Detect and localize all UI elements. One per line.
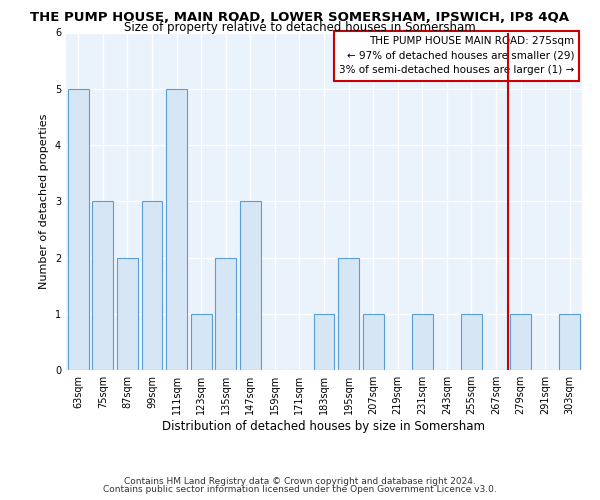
Text: THE PUMP HOUSE MAIN ROAD: 275sqm
← 97% of detached houses are smaller (29)
3% of: THE PUMP HOUSE MAIN ROAD: 275sqm ← 97% o… [339, 36, 574, 76]
Bar [338, 258, 359, 370]
Bar [314, 314, 334, 370]
Bar [92, 201, 113, 370]
Bar [142, 201, 163, 370]
Text: Size of property relative to detached houses in Somersham: Size of property relative to detached ho… [124, 21, 476, 34]
Bar [191, 314, 212, 370]
Bar [362, 314, 383, 370]
X-axis label: Distribution of detached houses by size in Somersham: Distribution of detached houses by size … [163, 420, 485, 433]
Bar [510, 314, 531, 370]
Bar [559, 314, 580, 370]
Text: Contains HM Land Registry data © Crown copyright and database right 2024.: Contains HM Land Registry data © Crown c… [124, 478, 476, 486]
Text: THE PUMP HOUSE, MAIN ROAD, LOWER SOMERSHAM, IPSWICH, IP8 4QA: THE PUMP HOUSE, MAIN ROAD, LOWER SOMERSH… [31, 11, 569, 24]
Bar [166, 89, 187, 370]
Text: Contains public sector information licensed under the Open Government Licence v3: Contains public sector information licen… [103, 485, 497, 494]
Bar [412, 314, 433, 370]
Bar [68, 89, 89, 370]
Bar [117, 258, 138, 370]
Bar [461, 314, 482, 370]
Y-axis label: Number of detached properties: Number of detached properties [40, 114, 49, 289]
Bar [215, 258, 236, 370]
Bar [240, 201, 261, 370]
